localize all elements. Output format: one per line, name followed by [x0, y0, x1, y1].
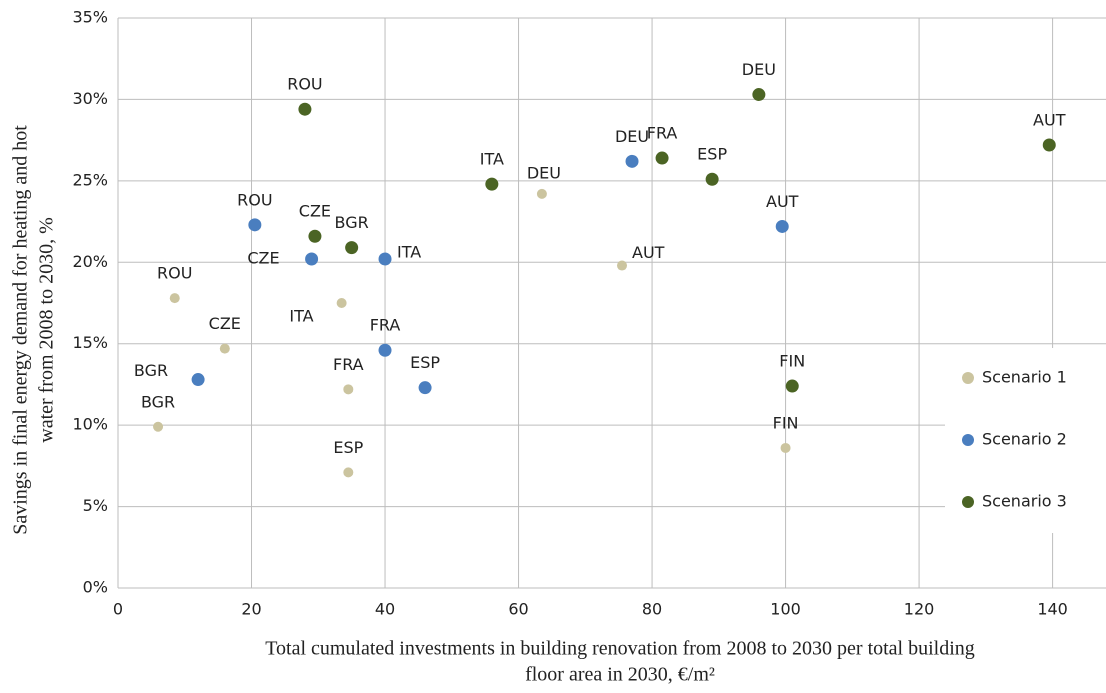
y-axis-title: Savings in final energy demand for heati…: [10, 125, 32, 535]
point-label: AUT: [766, 192, 799, 211]
y-tick-label: 35%: [72, 8, 108, 27]
point-label: FRA: [333, 355, 364, 374]
point: [780, 442, 791, 453]
y-tick-label: 15%: [72, 333, 108, 352]
point-label: DEU: [615, 127, 649, 146]
point: [378, 252, 392, 266]
point: [485, 177, 499, 191]
x-tick-label: 80: [642, 600, 662, 619]
point-label: AUT: [1033, 111, 1066, 130]
x-tick-label: 20: [241, 600, 261, 619]
legend-label: Scenario 1: [982, 368, 1067, 387]
legend-marker: [962, 372, 974, 384]
point: [785, 379, 799, 393]
point-label: ROU: [237, 190, 272, 209]
point: [625, 154, 639, 168]
point: [343, 467, 354, 478]
point-label: BGR: [141, 392, 175, 411]
point: [305, 252, 319, 266]
point: [536, 188, 547, 199]
x-tick-label: 140: [1037, 600, 1068, 619]
point-label: FRA: [647, 124, 678, 143]
point-label: ROU: [157, 264, 192, 283]
point-label: BGR: [134, 361, 168, 380]
y-tick-label: 10%: [72, 415, 108, 434]
point-label: CZE: [299, 202, 331, 221]
y-tick-label: 25%: [72, 170, 108, 189]
point: [153, 421, 164, 432]
point-label: ESP: [697, 145, 727, 164]
y-axis-title: water from 2008 to 2030, %: [36, 217, 58, 443]
point-label: FRA: [370, 316, 401, 335]
legend-label: Scenario 2: [982, 430, 1067, 449]
point-label: ITA: [289, 307, 313, 326]
point-label: AUT: [632, 243, 665, 262]
point-label: DEU: [742, 60, 776, 79]
y-tick-label: 5%: [83, 496, 108, 515]
point: [345, 241, 359, 255]
point: [169, 293, 180, 304]
point-label: ROU: [287, 75, 322, 94]
x-tick-label: 40: [375, 600, 395, 619]
point: [298, 102, 312, 116]
x-axis-title: floor area in 2030, €/m²: [525, 664, 715, 686]
y-tick-label: 20%: [72, 252, 108, 271]
point-label: FIN: [779, 352, 805, 371]
x-tick-label: 60: [508, 600, 528, 619]
x-axis-title: Total cumulated investments in building …: [265, 638, 975, 660]
point-label: ESP: [333, 438, 363, 457]
legend-marker: [962, 434, 974, 446]
legend-label: Scenario 3: [982, 492, 1067, 511]
point-label: ESP: [410, 353, 440, 372]
point: [378, 343, 392, 357]
point: [343, 384, 354, 395]
point-label: CZE: [247, 249, 279, 268]
point-label: BGR: [335, 213, 369, 232]
point: [775, 219, 789, 233]
point-label: FIN: [773, 413, 799, 432]
point: [617, 260, 628, 271]
y-tick-label: 30%: [72, 89, 108, 108]
point-label: DEU: [527, 163, 561, 182]
point-label: ITA: [397, 243, 421, 262]
point: [655, 151, 669, 165]
point-label: CZE: [209, 314, 241, 333]
x-tick-label: 100: [770, 600, 801, 619]
point-label: ITA: [480, 150, 504, 169]
point: [418, 381, 432, 395]
x-tick-label: 120: [904, 600, 935, 619]
point: [248, 218, 262, 232]
point: [308, 229, 322, 243]
x-tick-label: 0: [113, 600, 123, 619]
point: [1042, 138, 1056, 152]
point: [219, 343, 230, 354]
legend-marker: [962, 496, 974, 508]
point: [336, 298, 347, 308]
y-tick-label: 0%: [83, 578, 108, 597]
point: [752, 88, 766, 102]
point: [705, 172, 719, 186]
point: [191, 373, 205, 387]
